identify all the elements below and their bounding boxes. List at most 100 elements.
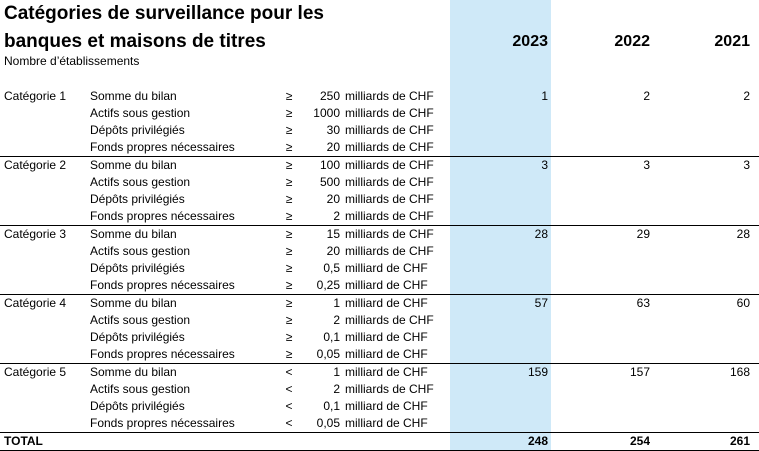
criterion: Actifs sous gestion	[90, 244, 191, 258]
value-2021: 3	[743, 158, 750, 172]
table-row: Fonds propres nécessaires ≥0,05 milliard d…	[0, 346, 759, 364]
table-row: Actifs sous gestion ≥2 milliards de CHF	[0, 312, 759, 329]
criterion: Fonds propres nécessaires	[90, 347, 235, 361]
table-row: Dépôts privilégiés ≥0,1 milliard de CHF	[0, 329, 759, 346]
threshold-unit: milliards de CHF	[345, 140, 434, 154]
threshold-amount: 250	[319, 89, 340, 103]
threshold-unit: milliards de CHF	[345, 313, 434, 327]
threshold-unit: milliard de CHF	[345, 296, 428, 310]
threshold-amount: 100	[319, 158, 340, 172]
page-title-line-1: Catégories de surveillance pour les	[4, 3, 324, 24]
threshold-unit: milliard de CHF	[345, 416, 428, 430]
threshold-unit: milliard de CHF	[345, 330, 428, 344]
threshold-unit: milliard de CHF	[345, 365, 428, 379]
table-row: Catégorie 3 Somme du bilan ≥15 milliards de…	[0, 226, 759, 243]
threshold-amount: 500	[319, 175, 340, 189]
threshold-unit: milliards de CHF	[345, 123, 434, 137]
value-2021: 168	[729, 365, 750, 379]
threshold-amount: 0,25	[316, 278, 340, 292]
table-row: Fonds propres nécessaires <0,05 milliard d…	[0, 415, 759, 432]
criterion: Somme du bilan	[90, 89, 177, 103]
year-header-2021: 2021	[714, 33, 750, 50]
threshold-unit: milliards de CHF	[345, 209, 434, 223]
operator: ≥	[285, 89, 293, 103]
operator: ≥	[285, 313, 293, 327]
table-row: Actifs sous gestion ≥500 milliards de CHF	[0, 174, 759, 191]
criterion: Fonds propres nécessaires	[90, 209, 235, 223]
total-row: TOTAL 248 254 261	[0, 432, 759, 451]
criterion: Actifs sous gestion	[90, 175, 191, 189]
criterion: Actifs sous gestion	[90, 106, 191, 120]
threshold-unit: milliards de CHF	[345, 382, 434, 396]
threshold-amount: 2	[333, 209, 340, 223]
table-row: Dépôts privilégiés ≥30 milliards de CHF	[0, 122, 759, 139]
table-row: Fonds propres nécessaires ≥20 milliards de…	[0, 139, 759, 157]
operator: <	[285, 382, 293, 396]
threshold-unit: milliards de CHF	[345, 106, 434, 120]
year-header-2022: 2022	[614, 33, 650, 50]
criterion: Somme du bilan	[90, 227, 177, 241]
value-2021: 28	[736, 227, 750, 241]
value-2021: 2	[743, 89, 750, 103]
criterion: Somme du bilan	[90, 365, 177, 379]
operator: ≥	[285, 192, 293, 206]
table-row: Actifs sous gestion ≥1000 milliards de CHF	[0, 105, 759, 122]
threshold-amount: 30	[326, 123, 340, 137]
category-label: Catégorie 2	[4, 158, 67, 172]
value-2022: 157	[629, 365, 650, 379]
threshold-unit: milliard de CHF	[345, 261, 428, 275]
threshold-amount: 20	[326, 140, 340, 154]
threshold-amount: 20	[326, 192, 340, 206]
table-row: Dépôts privilégiés ≥0,5 milliard de CHF	[0, 260, 759, 277]
operator: ≥	[285, 244, 293, 258]
criterion: Somme du bilan	[90, 296, 177, 310]
threshold-amount: 0,1	[323, 330, 340, 344]
operator: ≥	[285, 209, 293, 223]
page-subtitle: Nombre d’établissements	[4, 54, 140, 68]
operator: ≥	[285, 158, 293, 172]
criterion: Actifs sous gestion	[90, 313, 191, 327]
year-header-2023: 2023	[512, 33, 548, 50]
table-row: Actifs sous gestion <2 milliards de CHF	[0, 381, 759, 398]
criterion: Fonds propres nécessaires	[90, 278, 235, 292]
threshold-unit: milliard de CHF	[345, 347, 428, 361]
table-row: Catégorie 2 Somme du bilan ≥100 milliards d…	[0, 157, 759, 174]
value-2023: 57	[534, 296, 548, 310]
criterion: Dépôts privilégiés	[90, 399, 185, 413]
criterion: Dépôts privilégiés	[90, 330, 185, 344]
threshold-amount: 1	[333, 365, 340, 379]
threshold-unit: milliards de CHF	[345, 192, 434, 206]
table-row: Catégorie 5 Somme du bilan <1 milliard de C…	[0, 364, 759, 381]
total-2021: 261	[729, 434, 750, 448]
category-label: Catégorie 5	[4, 365, 67, 379]
threshold-unit: milliard de CHF	[345, 399, 428, 413]
categories-table: Catégorie 1 Somme du bilan ≥250 milliards d…	[0, 88, 759, 451]
category-label: Catégorie 3	[4, 227, 67, 241]
threshold-amount: 1000	[313, 106, 340, 120]
threshold-amount: 0,5	[323, 261, 340, 275]
value-2022: 29	[636, 227, 650, 241]
operator: ≥	[285, 330, 293, 344]
table-row: Dépôts privilégiés ≥20 milliards de CHF	[0, 191, 759, 208]
criterion: Actifs sous gestion	[90, 382, 191, 396]
threshold-amount: 0,05	[316, 347, 340, 361]
table-row: Fonds propres nécessaires ≥0,25 milliard d…	[0, 277, 759, 295]
operator: ≥	[285, 278, 293, 292]
threshold-amount: 20	[326, 244, 340, 258]
threshold-amount: 15	[326, 227, 340, 241]
table-row: Catégorie 1 Somme du bilan ≥250 milliards d…	[0, 88, 759, 105]
criterion: Dépôts privilégiés	[90, 123, 185, 137]
operator: ≥	[285, 347, 293, 361]
criterion: Fonds propres nécessaires	[90, 140, 235, 154]
operator: <	[285, 416, 293, 430]
criterion: Somme du bilan	[90, 158, 177, 172]
threshold-amount: 0,1	[323, 399, 340, 413]
criterion: Fonds propres nécessaires	[90, 416, 235, 430]
threshold-unit: milliards de CHF	[345, 158, 434, 172]
threshold-unit: milliards de CHF	[345, 244, 434, 258]
table-row: Fonds propres nécessaires ≥2 milliards de …	[0, 208, 759, 226]
threshold-unit: milliards de CHF	[345, 227, 434, 241]
operator: <	[285, 365, 293, 379]
threshold-amount: 1	[333, 296, 340, 310]
page-title-line-2: banques et maisons de titres	[4, 31, 266, 52]
